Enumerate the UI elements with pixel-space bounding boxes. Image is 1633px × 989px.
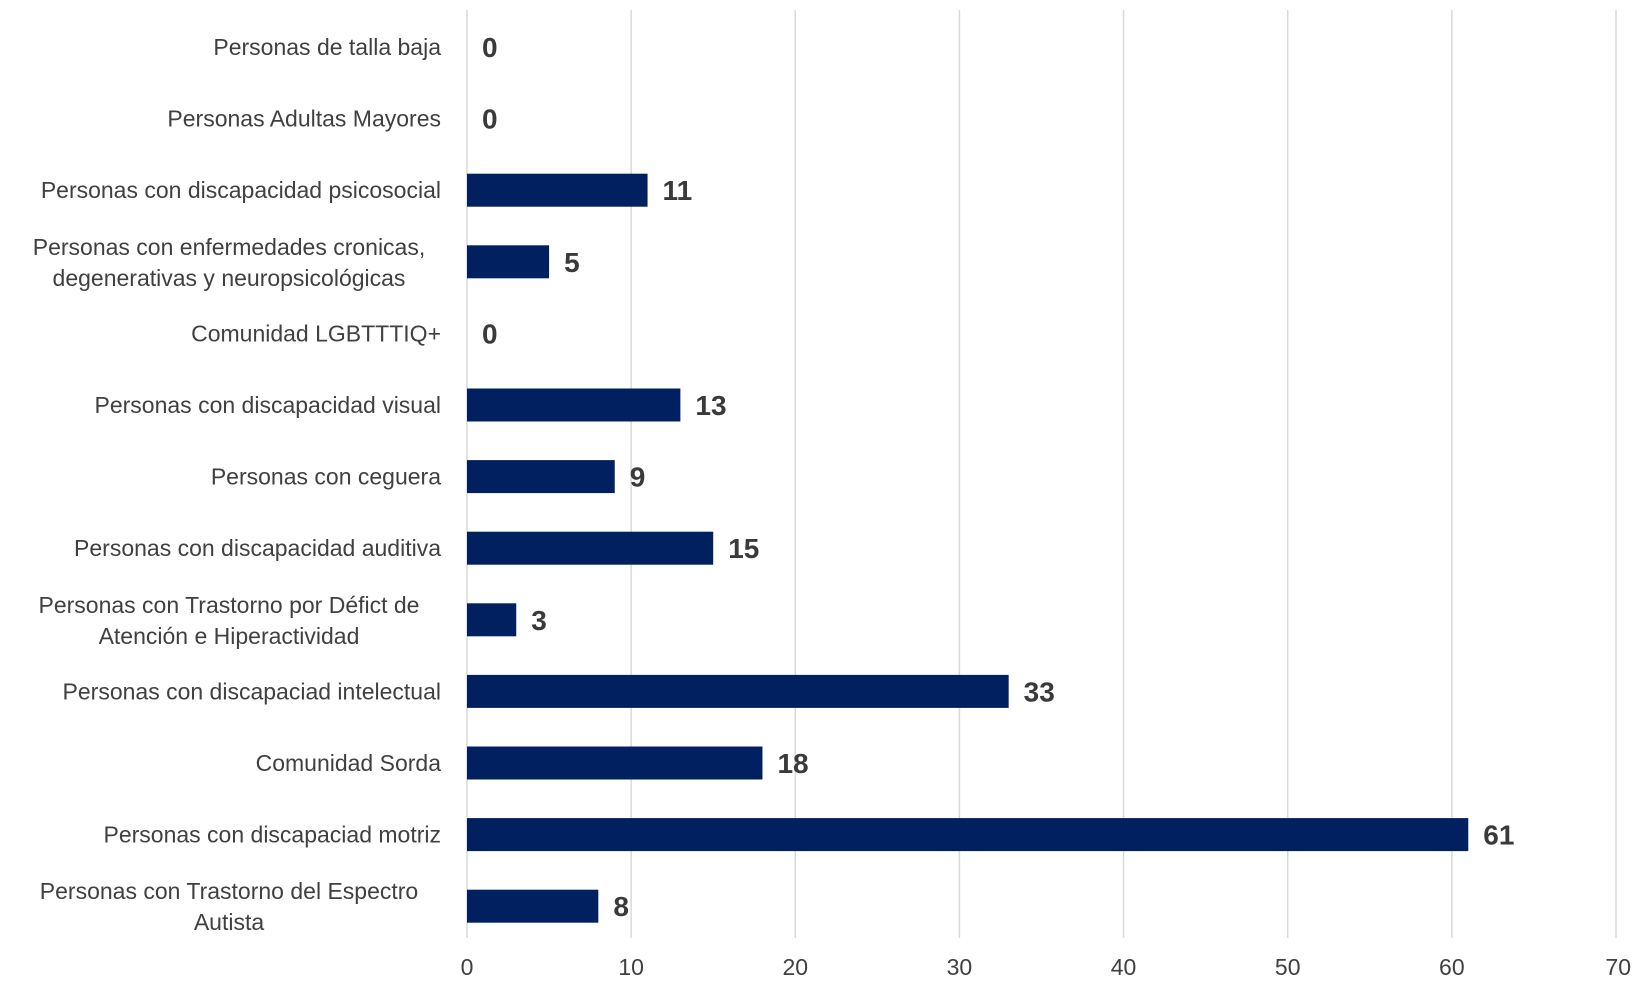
category-label-6: Personas con ceguera	[211, 464, 441, 490]
category-label-2: Personas con discapacidad psicosocial	[41, 177, 441, 203]
bar-8	[467, 603, 517, 637]
data-label-5: 13	[695, 390, 726, 421]
category-label-0: Personas de talla baja	[213, 34, 441, 60]
x-axis-ticks: 0 10 20 30 40 50 60 70	[461, 954, 1631, 980]
x-tick-label-50: 50	[1275, 954, 1301, 980]
bars	[467, 173, 1469, 923]
x-tick-label-0: 0	[461, 954, 474, 980]
x-tick-label-10: 10	[618, 954, 644, 980]
data-label-3: 5	[564, 247, 580, 278]
bar-11	[467, 818, 1469, 852]
bar-12	[467, 889, 599, 923]
data-label-0: 0	[482, 32, 498, 63]
category-label-1: Personas Adultas Mayores	[167, 106, 441, 132]
data-label-12: 8	[613, 891, 629, 922]
gridlines	[466, 10, 1617, 938]
bar-6	[467, 460, 615, 494]
data-label-8: 3	[531, 605, 547, 636]
svg-text:Personas con enfermedades cron: Personas con enfermedades cronicas, degen…	[33, 234, 426, 291]
data-label-10: 18	[777, 748, 808, 779]
data-label-4: 0	[482, 318, 498, 349]
svg-text:Personas con Trastorno por Déf: Personas con Trastorno por Défict de Aten…	[39, 592, 420, 649]
bar-7	[467, 531, 714, 565]
bar-9	[467, 674, 1009, 708]
x-tick-label-20: 20	[782, 954, 808, 980]
category-label-8: Personas con Trastorno por Défict de Aten…	[39, 592, 420, 649]
x-tick-label-30: 30	[947, 954, 973, 980]
category-label-5: Personas con discapacidad visual	[95, 392, 441, 418]
x-tick-label-70: 70	[1605, 954, 1631, 980]
category-labels: Personas de talla baja Personas Adultas M…	[33, 34, 441, 935]
x-tick-label-60: 60	[1439, 954, 1465, 980]
bar-10	[467, 746, 763, 780]
data-label-9: 33	[1024, 676, 1055, 707]
category-label-7: Personas con discapacidad auditiva	[74, 535, 441, 561]
data-label-2: 11	[663, 175, 693, 206]
data-label-6: 9	[630, 462, 646, 493]
data-label-7: 15	[728, 533, 759, 564]
category-label-11: Personas con discapaciad motriz	[104, 822, 442, 848]
category-label-4: Comunidad LGBTTTIQ+	[191, 320, 441, 346]
category-label-9: Personas con discapaciad intelectual	[63, 678, 441, 704]
data-label-11: 61	[1483, 820, 1514, 851]
x-tick-label-40: 40	[1111, 954, 1137, 980]
category-label-12: Personas con Trastorno del Espectro Autis…	[40, 878, 418, 935]
bar-5	[467, 388, 681, 422]
bar-3	[467, 245, 550, 279]
data-label-1: 0	[482, 104, 498, 135]
bar-2	[467, 173, 648, 207]
category-label-3: Personas con enfermedades cronicas, degen…	[33, 234, 426, 291]
svg-text:Personas con Trastorno del Esp: Personas con Trastorno del Espectro Autis…	[40, 878, 418, 935]
category-label-10: Comunidad Sorda	[256, 750, 442, 776]
